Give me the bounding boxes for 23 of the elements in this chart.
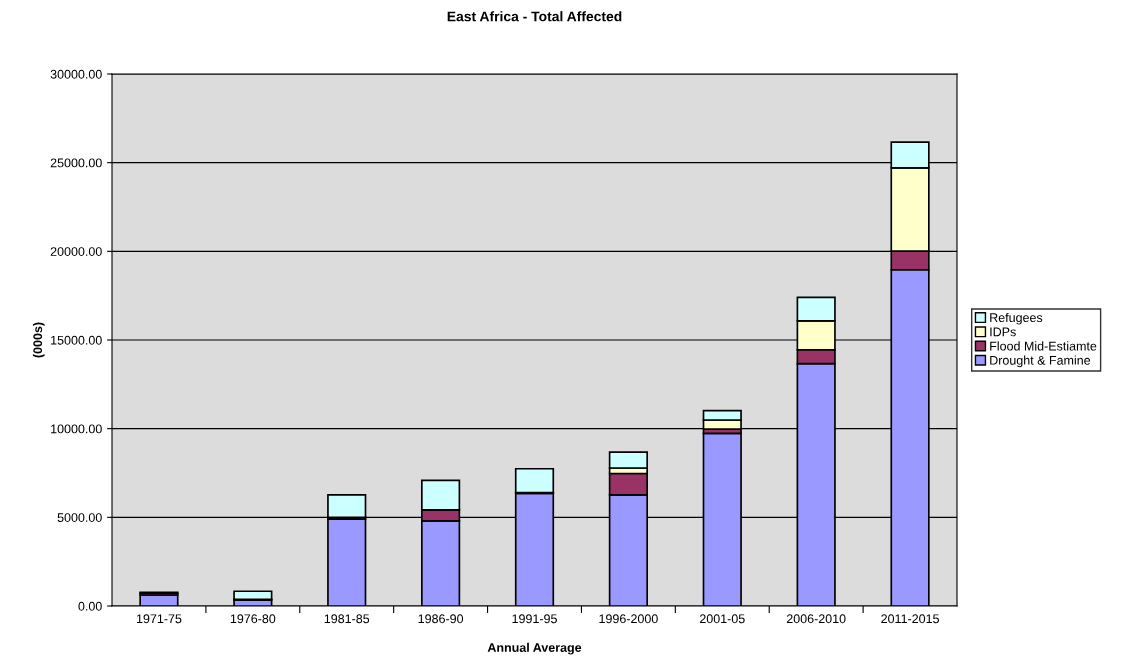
y-tick-label: 10000.00 xyxy=(51,424,102,434)
y-tick-label: 15000.00 xyxy=(51,335,102,345)
x-axis-title: Annual Average xyxy=(487,642,582,655)
y-tick-label: 0.00 xyxy=(78,601,102,611)
x-tick-label: 1971-75 xyxy=(136,614,182,624)
x-tick-label: 1991-95 xyxy=(512,614,557,624)
x-tick-label: 1981-85 xyxy=(324,614,370,624)
y-tick-label: 30000.00 xyxy=(50,69,102,79)
x-tick-label: 2011-2015 xyxy=(881,614,939,624)
x-tick-label: 1986-90 xyxy=(418,614,464,624)
x-tick-label: 2006-2010 xyxy=(786,614,846,624)
y-axis-title: (000s) xyxy=(32,322,45,358)
y-tick-label: 5000.00 xyxy=(57,513,102,522)
y-tick-label: 25000.00 xyxy=(50,158,102,168)
legend-label: Refugees xyxy=(990,312,1043,325)
legend-label: Drought & Famine xyxy=(990,355,1091,368)
legend-label: Flood Mid-Estiamte xyxy=(990,341,1097,351)
x-tick-label: 1976-80 xyxy=(230,614,276,624)
chart-title: East Africa - Total Affected xyxy=(447,11,622,22)
y-tick-label: 20000.00 xyxy=(50,247,102,256)
x-tick-label: 2001-05 xyxy=(699,614,745,624)
legend-label: IDPs xyxy=(990,327,1016,337)
x-tick-label: 1996-2000 xyxy=(599,614,658,624)
